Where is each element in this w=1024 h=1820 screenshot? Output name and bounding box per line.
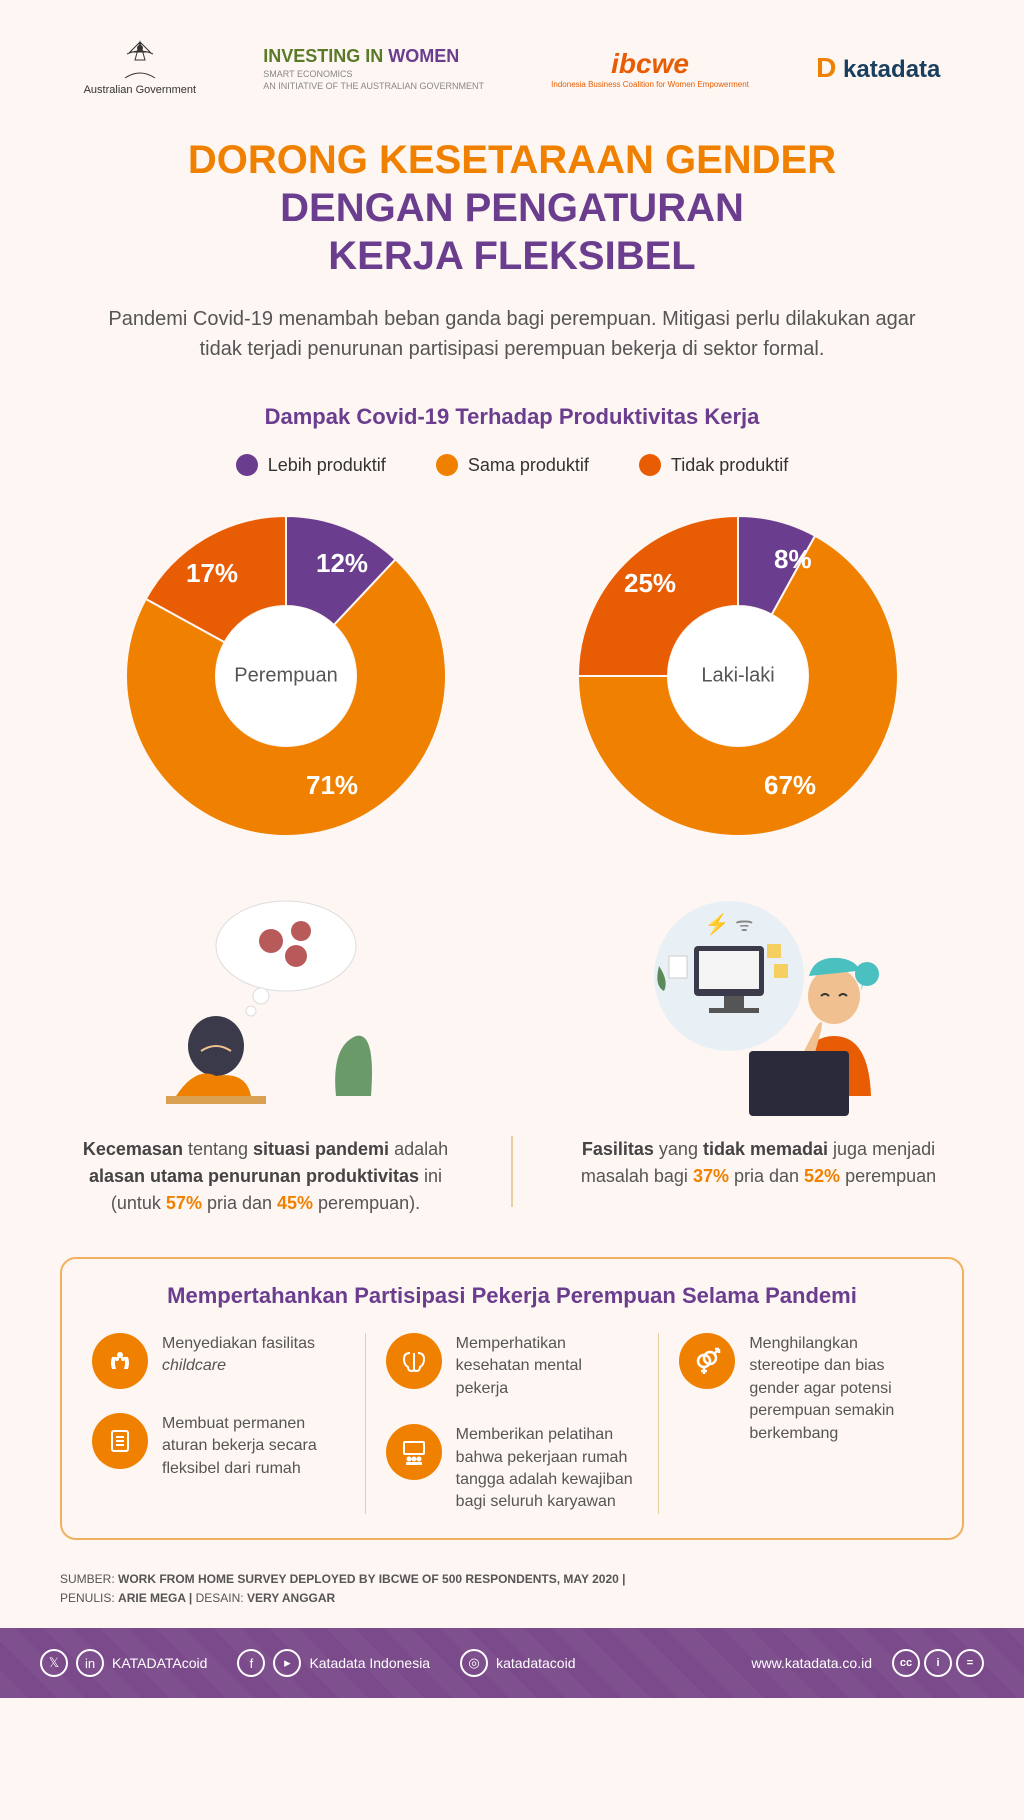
social-group-2: f ▸ Katadata Indonesia <box>237 1649 430 1677</box>
title-line2a: DENGAN PENGATURAN <box>60 184 964 232</box>
subtitle: Pandemi Covid-19 menambah beban ganda ba… <box>60 304 964 364</box>
box-col: Menyediakan fasilitas childcare Membuat p… <box>92 1333 345 1514</box>
cc-nd-icon: = <box>956 1649 984 1677</box>
illus-text-1: Kecemasan tentang situasi pandemi adalah… <box>60 1136 471 1217</box>
footer-url: www.katadata.co.id <box>751 1655 872 1671</box>
chart-legend: Lebih produktif Sama produktif Tidak produ… <box>60 454 964 476</box>
logo-inv-text: INVESTING IN <box>263 46 388 66</box>
youtube-icon: ▸ <box>273 1649 301 1677</box>
legend-item: Tidak produktif <box>639 454 788 476</box>
cc-by-icon: i <box>924 1649 952 1677</box>
penulis-text: ARIE MEGA | <box>118 1591 196 1605</box>
logo-row: Australian Government INVESTING IN WOMEN… <box>60 40 964 96</box>
illustration-row: Kecemasan tentang situasi pandemi adalah… <box>60 896 964 1217</box>
sumber-label: SUMBER: <box>60 1572 118 1586</box>
logo-ibcwe-text: ibcwe <box>611 48 689 80</box>
sumber-text: WORK FROM HOME SURVEY DEPLOYED BY IBCWE … <box>118 1572 625 1586</box>
illus-divider <box>511 1136 513 1207</box>
chart-title: Dampak Covid-19 Terhadap Produktivitas K… <box>60 404 964 430</box>
box-col: Menghilangkan stereotipe dan bias gender… <box>679 1333 932 1514</box>
illus-anxiety <box>106 896 426 1116</box>
logo-aus-gov: Australian Government <box>84 40 197 96</box>
footer: 𝕏 in KATADATAcoid f ▸ Katadata Indonesia… <box>0 1628 1024 1698</box>
page-title: DORONG KESETARAAN GENDER DENGAN PENGATUR… <box>60 136 964 280</box>
donut-center-label: Laki-laki <box>701 665 774 688</box>
donut-pct: 67% <box>764 770 816 801</box>
instagram-icon: ◎ <box>460 1649 488 1677</box>
donut-pct: 71% <box>306 770 358 801</box>
legend-label: Tidak produktif <box>671 455 788 476</box>
box-item-text: Menyediakan fasilitas childcare <box>162 1333 345 1378</box>
logo-investing: INVESTING IN WOMEN SMART ECONOMICS AN IN… <box>263 46 484 91</box>
donut-pct: 25% <box>624 568 676 599</box>
box-item-text: Membuat permanen aturan bekerja secara f… <box>162 1413 345 1480</box>
social-links: 𝕏 in KATADATAcoid f ▸ Katadata Indonesia… <box>40 1649 576 1677</box>
donut-center-label: Perempuan <box>234 665 337 688</box>
box-item-text: Menghilangkan stereotipe dan bias gender… <box>749 1333 932 1445</box>
box-item-text: Memperhatikan kesehatan mental pekerja <box>456 1333 639 1400</box>
logo-ibcwe-sub: Indonesia Business Coalition for Women E… <box>551 80 749 89</box>
hands-icon <box>92 1333 148 1389</box>
social-group-1: 𝕏 in KATADATAcoid <box>40 1649 207 1677</box>
donut-pct: 12% <box>316 548 368 579</box>
legend-label: Lebih produktif <box>268 455 386 476</box>
source-credits: SUMBER: WORK FROM HOME SURVEY DEPLOYED B… <box>60 1570 964 1608</box>
cc-icons: cc i = <box>892 1649 984 1677</box>
box-grid: Menyediakan fasilitas childcare Membuat p… <box>92 1333 932 1514</box>
title-line1: DORONG KESETARAAN GENDER <box>60 136 964 184</box>
box-item-text: Memberikan pelatihan bahwa pekerjaan rum… <box>456 1424 639 1514</box>
training-icon <box>386 1424 442 1480</box>
donut-pct: 17% <box>186 558 238 589</box>
gender-icon <box>679 1333 735 1389</box>
box-item: Memperhatikan kesehatan mental pekerja <box>386 1333 639 1400</box>
illus-col-1: Kecemasan tentang situasi pandemi adalah… <box>60 896 471 1217</box>
facebook-icon: f <box>237 1649 265 1677</box>
legend-dot <box>236 454 258 476</box>
box-col: Memperhatikan kesehatan mental pekerja Me… <box>365 1333 660 1514</box>
recommendations-box: Mempertahankan Partisipasi Pekerja Perem… <box>60 1257 964 1540</box>
penulis-label: PENULIS: <box>60 1591 118 1605</box>
desain-text: VERY ANGGAR <box>247 1591 335 1605</box>
legend-dot <box>639 454 661 476</box>
title-line2b: KERJA FLEKSIBEL <box>60 232 964 280</box>
donut-chart: 8% 67% 25% Laki-laki <box>568 506 908 846</box>
logo-kata-text: katadata <box>836 56 940 83</box>
legend-label: Sama produktif <box>468 455 589 476</box>
handle1: KATADATAcoid <box>112 1655 207 1671</box>
logo-inv-women: WOMEN <box>388 46 459 66</box>
doc-icon <box>92 1413 148 1469</box>
logo-katadata: D katadata <box>816 52 940 84</box>
illus-col-2: ⚡ ᯤ Fasilitas yang tidak mema <box>553 896 964 1217</box>
donut-chart: 12% 71% 17% Perempuan <box>116 506 456 846</box>
box-title: Mempertahankan Partisipasi Pekerja Perem… <box>92 1283 932 1309</box>
cc-icon: cc <box>892 1649 920 1677</box>
linkedin-icon: in <box>76 1649 104 1677</box>
box-item: Menghilangkan stereotipe dan bias gender… <box>679 1333 932 1445</box>
box-item: Memberikan pelatihan bahwa pekerjaan rum… <box>386 1424 639 1514</box>
logo-ibcwe: ibcwe Indonesia Business Coalition for W… <box>551 48 749 89</box>
logo-inv-sub2: AN INITIATIVE OF THE AUSTRALIAN GOVERNME… <box>263 81 484 91</box>
box-item: Menyediakan fasilitas childcare <box>92 1333 345 1389</box>
legend-item: Lebih produktif <box>236 454 386 476</box>
donut-pct: 8% <box>774 544 812 575</box>
desain-label: DESAIN: <box>196 1591 247 1605</box>
legend-dot <box>436 454 458 476</box>
logo-inv-sub1: SMART ECONOMICS <box>263 69 352 79</box>
logo-kata-d: D <box>816 52 836 83</box>
svg-text:⚡ ᯤ: ⚡ ᯤ <box>704 912 753 936</box>
box-item: Membuat permanen aturan bekerja secara f… <box>92 1413 345 1480</box>
logo-aus-label: Australian Government <box>84 84 197 96</box>
social-group-3: ◎ katadatacoid <box>460 1649 575 1677</box>
twitter-icon: 𝕏 <box>40 1649 68 1677</box>
donut-row: 12% 71% 17% Perempuan 8% 67% 25% Laki-laki <box>60 506 964 846</box>
illus-text-2: Fasilitas yang tidak memadai juga menjad… <box>553 1136 964 1190</box>
legend-item: Sama produktif <box>436 454 589 476</box>
illus-facilities: ⚡ ᯤ <box>599 896 919 1116</box>
brain-icon <box>386 1333 442 1389</box>
handle2: Katadata Indonesia <box>309 1655 430 1671</box>
handle3: katadatacoid <box>496 1655 575 1671</box>
footer-right: www.katadata.co.id cc i = <box>751 1649 984 1677</box>
